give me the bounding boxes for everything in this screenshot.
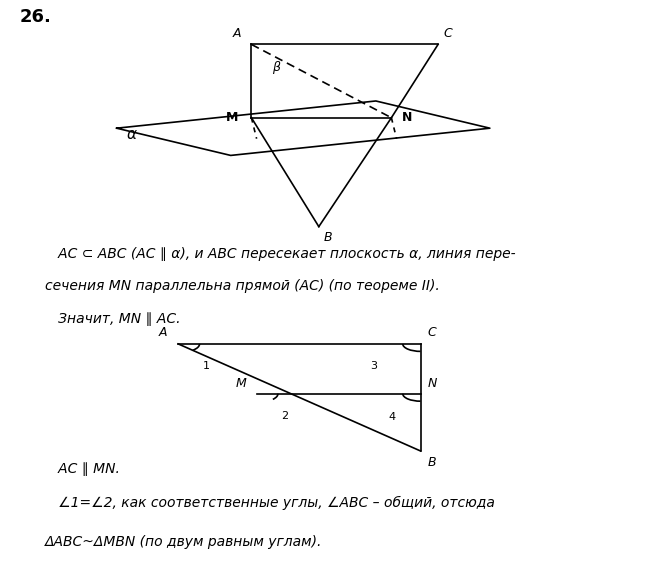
Text: 1: 1 <box>203 361 210 371</box>
Text: M: M <box>226 112 238 124</box>
Text: 3: 3 <box>371 361 378 371</box>
Text: C: C <box>428 326 437 339</box>
Text: N: N <box>428 377 437 390</box>
Text: M: M <box>235 377 246 390</box>
Text: Значит, MN ∥ AC.: Значит, MN ∥ AC. <box>45 312 181 326</box>
Text: β: β <box>272 61 280 74</box>
Text: α: α <box>127 127 137 142</box>
Text: A: A <box>233 27 241 40</box>
Text: 26.: 26. <box>19 8 51 26</box>
Text: 2: 2 <box>282 411 288 421</box>
Text: ∠1=∠2, как соответственные углы, ∠ABC – общий, отсюда: ∠1=∠2, как соответственные углы, ∠ABC – … <box>45 496 495 510</box>
Text: C: C <box>443 27 452 40</box>
Text: сечения MN параллельна прямой (AC) (по теореме II).: сечения MN параллельна прямой (AC) (по т… <box>45 279 440 293</box>
Text: AC ⊂ ABC (AC ∥ α), и ABC пересекает плоскость α, линия пере-: AC ⊂ ABC (AC ∥ α), и ABC пересекает плос… <box>45 247 516 261</box>
Text: B: B <box>324 231 332 244</box>
Text: 4: 4 <box>389 413 395 422</box>
Text: B: B <box>428 456 436 469</box>
Text: AC ∥ MN.: AC ∥ MN. <box>45 462 121 476</box>
Text: ΔABC~ΔMBN (по двум равным углам).: ΔABC~ΔMBN (по двум равным углам). <box>45 535 323 550</box>
Text: A: A <box>159 326 167 339</box>
Text: N: N <box>402 112 412 124</box>
